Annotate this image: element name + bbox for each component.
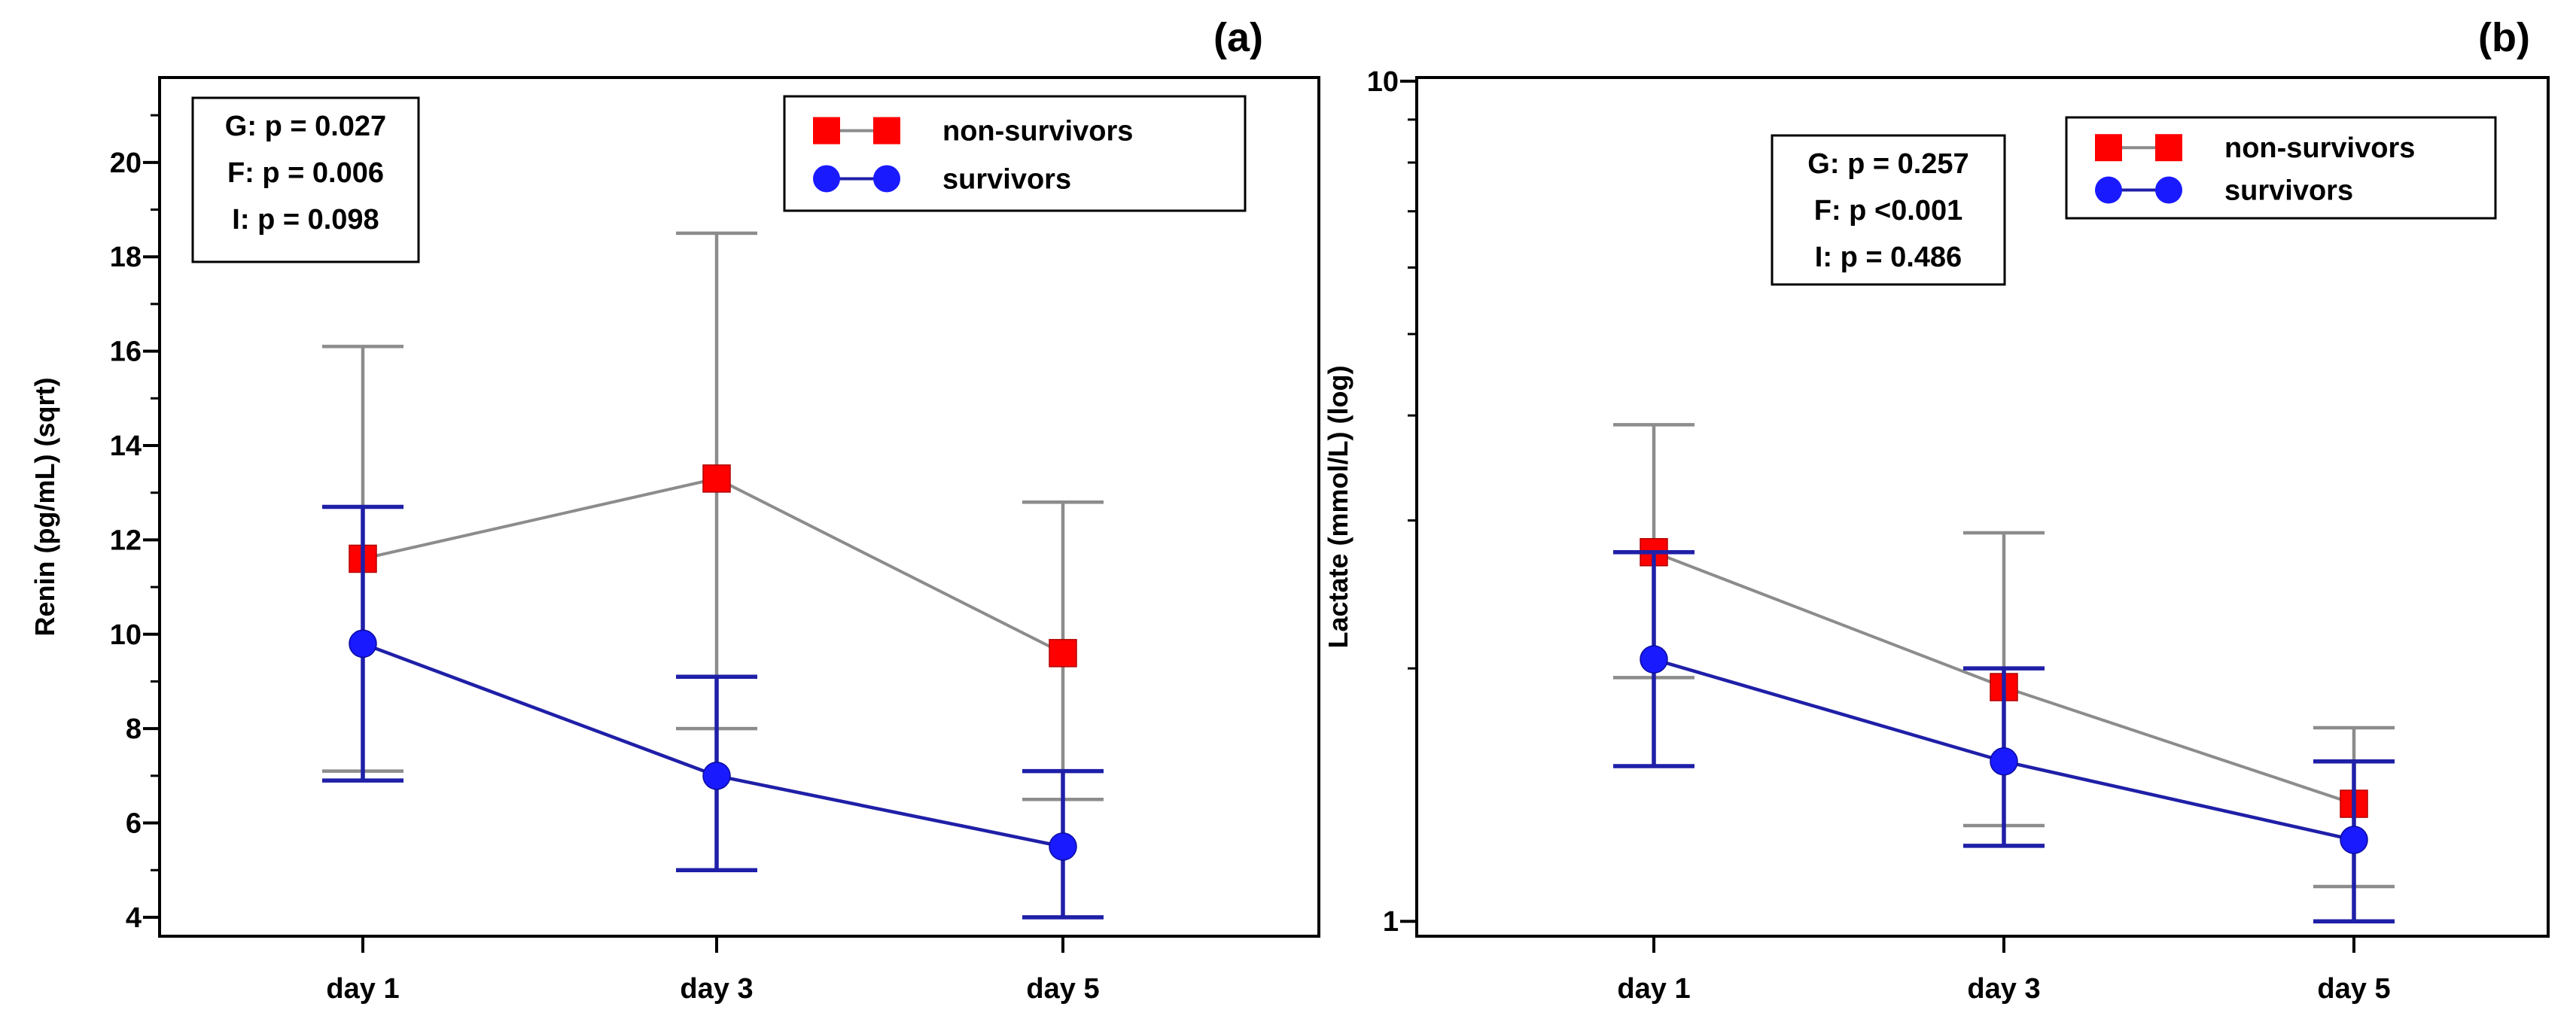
- data-point: [702, 762, 731, 790]
- stats-box-frame: [1771, 134, 2006, 286]
- x-tick-label: day 5: [1026, 973, 1099, 1005]
- y-tick-label: 10: [1367, 66, 1399, 98]
- panel-a: (a) Renin (pg/mL) (sqrt) 4 6 8 10 12 14 16 18 20 da…: [29, 15, 1320, 1005]
- y-tick-label: 14: [110, 430, 142, 462]
- y-tick-label: 8: [126, 713, 142, 745]
- x-tick-label: day 1: [1617, 973, 1690, 1005]
- series-line: [362, 476, 1064, 655]
- x-tick-label: day 1: [326, 973, 399, 1005]
- legend-marker: [2095, 176, 2122, 204]
- stats-box: G: p = 0.257 F: p <0.001 I: p = 0.486: [1771, 134, 2006, 286]
- data-point: [1049, 832, 1077, 861]
- x-axis: day 1 day 3 day 5: [326, 936, 1100, 1005]
- series-survivors: [322, 504, 1104, 920]
- y-tick-label: 16: [110, 336, 142, 368]
- y-axis-label: Lactate (mmol/L) (log): [1323, 366, 1353, 649]
- series-survivors: [1613, 549, 2395, 923]
- panel-label: (b): [2478, 15, 2530, 60]
- y-tick-label: 10: [110, 619, 142, 651]
- y-tick-label: 1: [1383, 906, 1399, 938]
- stats-line: I: p = 0.486: [1815, 242, 1962, 273]
- legend: non-survivors survivors: [2065, 116, 2497, 220]
- y-tick-label: 12: [110, 525, 142, 556]
- legend-label: survivors: [942, 163, 1071, 195]
- y-ticks: 4 6 8 10 12 14 16 18 20: [110, 114, 160, 934]
- stats-line: F: p <0.001: [1814, 195, 1962, 227]
- data-point: [1990, 747, 2018, 776]
- legend-marker: [813, 165, 840, 193]
- legend-marker: [873, 165, 900, 193]
- stats-line: F: p = 0.006: [227, 157, 384, 189]
- legend-label: non-survivors: [942, 116, 1133, 148]
- legend-label: survivors: [2224, 175, 2353, 206]
- legend-marker: [873, 117, 900, 144]
- stats-line: G: p = 0.257: [1807, 148, 1969, 180]
- legend-marker: [2095, 134, 2122, 162]
- data-point: [349, 629, 377, 659]
- legend: non-survivors survivors: [783, 95, 1247, 212]
- plot-frame: [158, 76, 1320, 938]
- y-axis-label: Renin (pg/mL) (sqrt): [29, 378, 60, 637]
- legend-marker: [2155, 176, 2182, 204]
- legend-frame: [2065, 116, 2497, 220]
- series-non-survivors: [322, 231, 1104, 801]
- x-tick-label: day 3: [680, 973, 753, 1005]
- y-tick-label: 4: [126, 902, 142, 934]
- y-tick-label: 6: [126, 808, 142, 840]
- panel-label: (a): [1213, 15, 1263, 60]
- plot-frame: [1415, 76, 2550, 938]
- y-ticks: 1 10: [1367, 66, 1417, 938]
- legend-label: non-survivors: [2224, 132, 2415, 164]
- x-tick-label: day 5: [2317, 973, 2390, 1005]
- stats-box: G: p = 0.027 F: p = 0.006 I: p = 0.098: [191, 96, 420, 263]
- data-point: [1049, 639, 1077, 668]
- series-line: [362, 642, 1064, 849]
- stats-line: I: p = 0.098: [232, 204, 379, 236]
- data-point: [702, 464, 731, 493]
- legend-marker: [2155, 134, 2182, 162]
- stats-line: G: p = 0.027: [225, 111, 386, 142]
- y-tick-label: 18: [110, 242, 142, 273]
- legend-frame: [783, 95, 1247, 212]
- data-point: [2340, 826, 2368, 854]
- y-tick-label: 20: [110, 148, 142, 179]
- legend-marker: [813, 117, 840, 144]
- data-point: [1640, 645, 1668, 674]
- x-tick-label: day 3: [1967, 973, 2040, 1005]
- stats-box-frame: [191, 96, 420, 263]
- x-axis: day 1 day 3 day 5: [1617, 936, 2391, 1005]
